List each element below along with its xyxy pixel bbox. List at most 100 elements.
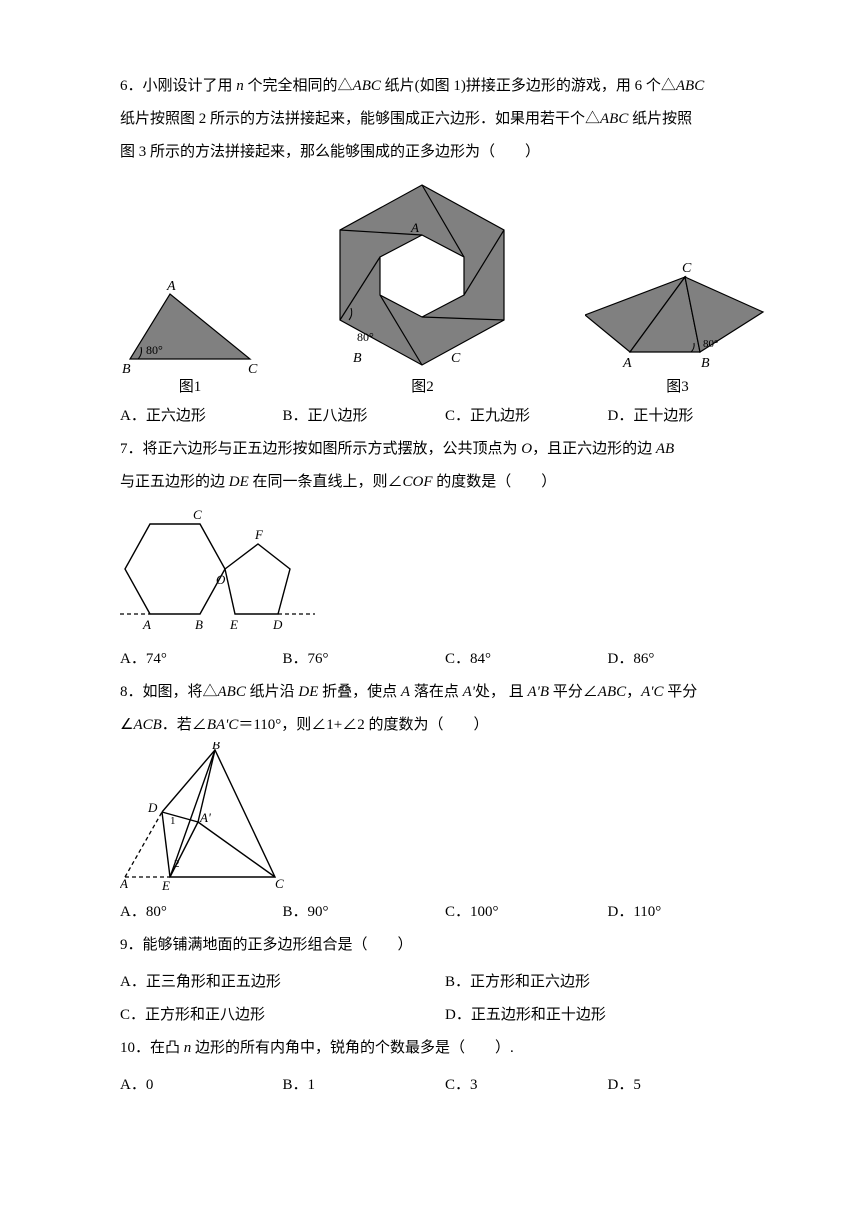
svg-text:O: O — [216, 572, 226, 587]
q8-text: ＝110°，则∠1+∠2 的度数为（ ） — [238, 717, 488, 733]
q8-text: ∠ — [120, 717, 133, 733]
q10-option-c: C．3 — [445, 1069, 608, 1102]
q7-options: A．74° B．76° C．84° D．86° — [120, 643, 770, 676]
svg-text:C: C — [193, 507, 202, 522]
q9-text: 9．能够铺满地面的正多边形组合是（ ） — [120, 937, 413, 953]
q6-option-c: C．正九边形 — [445, 400, 608, 433]
q8-acb: ACB — [133, 717, 161, 733]
question-6-line3: 图 3 所示的方法拼接起来，那么能够围成的正多边形为（ ） — [120, 136, 770, 169]
svg-text:A: A — [142, 617, 151, 632]
svg-text:2: 2 — [174, 858, 180, 870]
q10-text: 10．在凸 — [120, 1040, 184, 1056]
q7-O: O — [521, 441, 532, 457]
q7-DE: DE — [229, 474, 249, 490]
q8-abc2: ABC — [598, 684, 626, 700]
svg-text:B: B — [195, 617, 203, 632]
fig1-svg: A B C 80° — [120, 277, 260, 377]
svg-text:C: C — [451, 351, 461, 366]
q6-option-a: A．正六边形 — [120, 400, 283, 433]
svg-text:B: B — [122, 362, 131, 377]
svg-text:1: 1 — [170, 815, 176, 827]
svg-text:A: A — [120, 876, 128, 891]
q6-text: 纸片(如图 1)拼接正多边形的游戏，用 6 个△ — [381, 78, 676, 94]
q8-baprimec: BA'C — [207, 717, 239, 733]
svg-text:F: F — [254, 527, 264, 542]
q8-option-b: B．90° — [283, 896, 446, 929]
q9-options: A．正三角形和正五边形 B．正方形和正六边形 C．正方形和正八边形 D．正五边形… — [120, 966, 770, 1032]
fig2-svg: A 80° B C — [325, 177, 520, 377]
q6-abc: ABC — [600, 111, 628, 127]
q7-text: ，且正六边形的边 — [532, 441, 656, 457]
svg-text:C: C — [682, 261, 692, 276]
q7-option-c: C．84° — [445, 643, 608, 676]
q8-abc: ABC — [218, 684, 246, 700]
q6-text: 图 3 所示的方法拼接起来，那么能够围成的正多边形为（ ） — [120, 144, 540, 160]
q8-text: 8．如图，将△ — [120, 684, 218, 700]
q7-text: 的度数是（ ） — [433, 474, 557, 490]
q6-fig1: A B C 80° 图1 — [120, 277, 260, 396]
question-7-line2: 与正五边形的边 DE 在同一条直线上，则∠COF 的度数是（ ） — [120, 466, 770, 499]
q8-svg: B A C D E A' 1 2 — [120, 742, 300, 892]
q8-aprime: A' — [463, 684, 475, 700]
question-6-line2: 纸片按照图 2 所示的方法拼接起来，能够围成正六边形．如果用若干个△ABC 纸片… — [120, 103, 770, 136]
q7-svg: A B E D C F O — [120, 499, 320, 639]
svg-text:C: C — [248, 362, 258, 377]
question-9: 9．能够铺满地面的正多边形组合是（ ） — [120, 929, 770, 962]
q6-abc: ABC — [353, 78, 381, 94]
q6-fig2: A 80° B C 图2 — [325, 177, 520, 396]
q9-option-d: D．正五边形和正十边形 — [445, 999, 770, 1032]
q8-text: 处， 且 — [475, 684, 528, 700]
q8-text: 落在点 — [410, 684, 463, 700]
q7-AB: AB — [656, 441, 674, 457]
svg-text:80°: 80° — [703, 338, 718, 350]
svg-text:80°: 80° — [357, 330, 374, 344]
q8-a: A — [401, 684, 410, 700]
q8-text: ．若∠ — [162, 717, 207, 733]
question-8: 8．如图，将△ABC 纸片沿 DE 折叠，使点 A 落在点 A'处， 且 A'B… — [120, 676, 770, 709]
q8-option-a: A．80° — [120, 896, 283, 929]
q6-text: 6．小刚设计了用 — [120, 78, 236, 94]
q7-figure: A B E D C F O — [120, 499, 770, 639]
q8-aprimeb: A'B — [527, 684, 549, 700]
q8-text: 平分 — [664, 684, 698, 700]
fig3-svg: C A B 80° — [585, 257, 770, 377]
svg-text:D: D — [147, 800, 158, 815]
svg-text:B: B — [353, 351, 362, 366]
q8-text: 折叠，使点 — [318, 684, 401, 700]
q10-option-d: D．5 — [608, 1069, 771, 1102]
svg-text:A': A' — [199, 810, 211, 825]
q9-option-b: B．正方形和正六边形 — [445, 966, 770, 999]
q8-option-c: C．100° — [445, 896, 608, 929]
q9-option-c: C．正方形和正八边形 — [120, 999, 445, 1032]
fig3-caption: 图3 — [585, 379, 770, 396]
q6-text: 纸片按照 — [628, 111, 692, 127]
q6-options: A．正六边形 B．正八边形 C．正九边形 D．正十边形 — [120, 400, 770, 433]
svg-text:B: B — [701, 356, 710, 371]
q7-option-d: D．86° — [608, 643, 771, 676]
question-7: 7．将正六边形与正五边形按如图所示方式摆放，公共顶点为 O，且正六边形的边 AB — [120, 433, 770, 466]
q8-text: ， — [626, 684, 641, 700]
q10-option-b: B．1 — [283, 1069, 446, 1102]
q8-options: A．80° B．90° C．100° D．110° — [120, 896, 770, 929]
svg-text:C: C — [275, 876, 284, 891]
svg-text:A: A — [622, 356, 632, 371]
q6-fig3: C A B 80° 图3 — [585, 257, 770, 396]
svg-text:A: A — [410, 220, 419, 235]
question-6: 6．小刚设计了用 n 个完全相同的△ABC 纸片(如图 1)拼接正多边形的游戏，… — [120, 70, 770, 103]
fig1-caption: 图1 — [120, 379, 260, 396]
q7-COF: COF — [403, 474, 433, 490]
svg-text:E: E — [161, 878, 170, 892]
q6-text: 个完全相同的△ — [244, 78, 353, 94]
q6-figures: A B C 80° 图1 A 80° B C 图2 — [120, 177, 770, 396]
q7-option-b: B．76° — [283, 643, 446, 676]
svg-text:D: D — [272, 617, 283, 632]
q7-text: 在同一条直线上，则∠ — [249, 474, 403, 490]
q6-option-d: D．正十边形 — [608, 400, 771, 433]
q7-option-a: A．74° — [120, 643, 283, 676]
fig2-caption: 图2 — [325, 379, 520, 396]
q9-option-a: A．正三角形和正五边形 — [120, 966, 445, 999]
svg-text:B: B — [212, 742, 220, 752]
q6-n: n — [236, 78, 244, 94]
svg-text:80°: 80° — [146, 343, 163, 357]
q8-figure: B A C D E A' 1 2 — [120, 742, 770, 892]
